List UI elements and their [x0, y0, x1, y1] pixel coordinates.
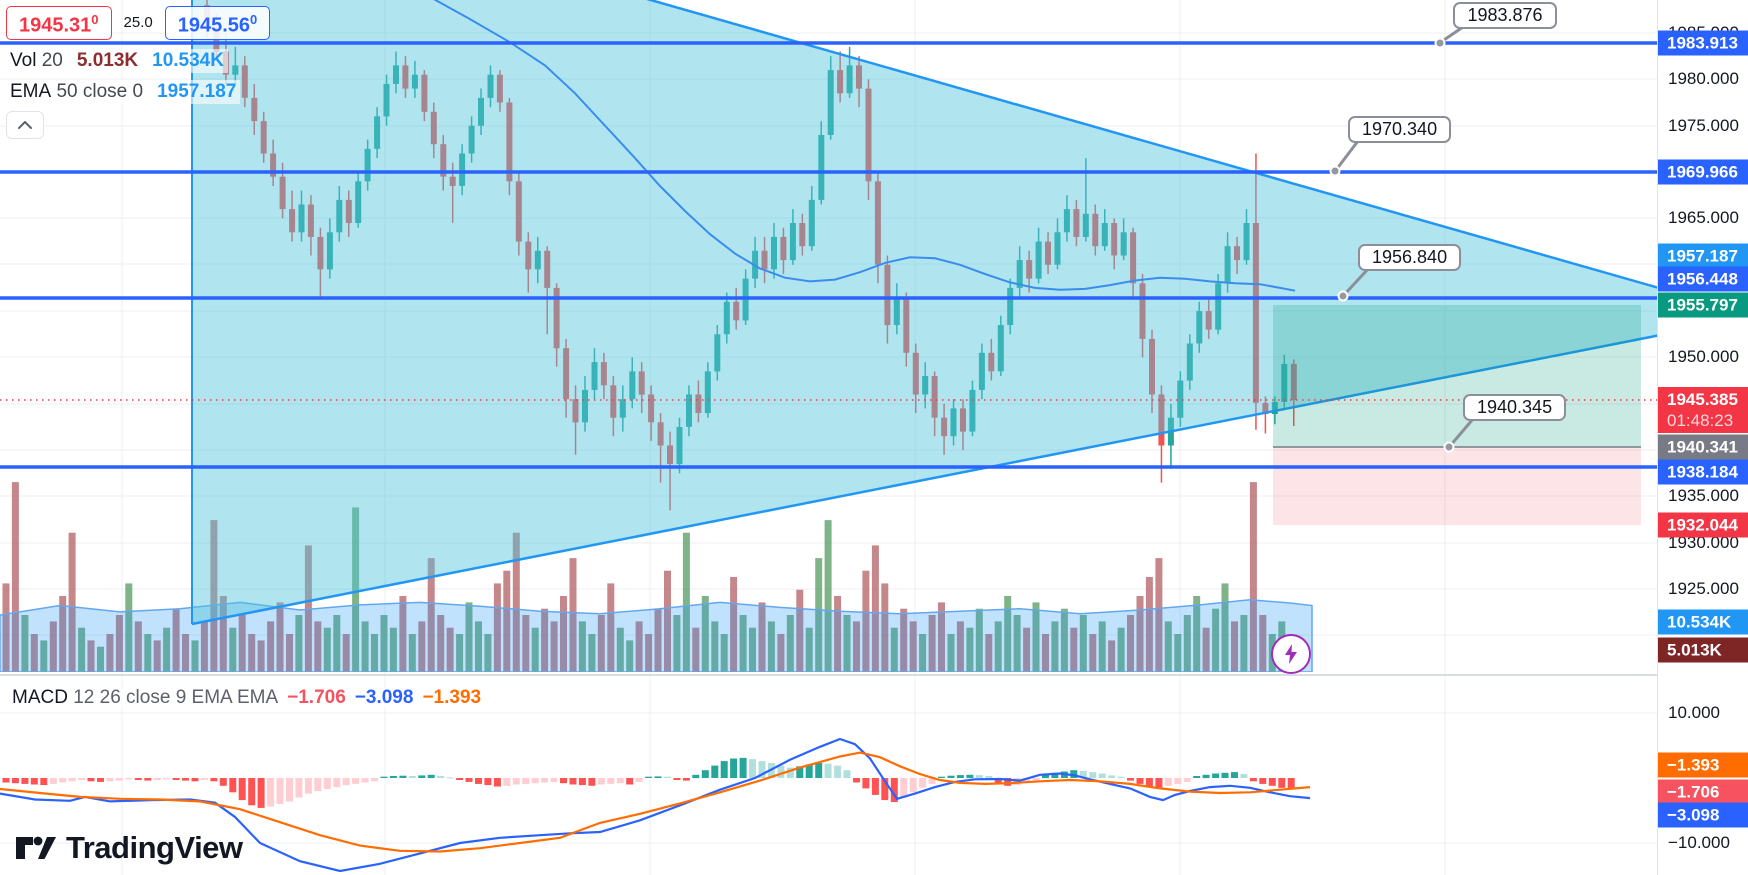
macd-signal-line: [0, 751, 1311, 853]
price-axis-label: 1940.341: [1658, 434, 1748, 460]
tradingview-logo-icon: [16, 836, 56, 859]
ema-indicator-title: EMA: [10, 80, 52, 102]
price-axis-label: −1.393: [1658, 752, 1748, 778]
horizontal-price-lines[interactable]: [0, 41, 1657, 469]
price-axis-label: 5.013K: [1658, 637, 1748, 663]
macd-signal-value: −1.393: [422, 687, 482, 708]
price-axis-tick: 1950.000: [1668, 347, 1739, 366]
tradingview-logo[interactable]: TradingView: [16, 830, 243, 866]
price-axis-tick: 1975.000: [1668, 116, 1739, 135]
chevron-up-icon: [18, 120, 32, 129]
volume-current-value: 5.013K: [76, 49, 139, 71]
legend: 1945.310 25.0 1945.560 Vol 20 5.013K 10.…: [6, 6, 271, 139]
macd-histogram: [2, 757, 1295, 808]
price-axis-tick: 1935.000: [1668, 486, 1739, 505]
long-position-tool[interactable]: [1273, 305, 1641, 525]
collapse-legend-button[interactable]: [6, 110, 44, 139]
price-axis-label: 10.534K: [1658, 609, 1748, 635]
price-axis-label: 1957.187: [1658, 243, 1748, 269]
price-axis-label: 1956.448: [1658, 266, 1748, 292]
volume-ma-value: 10.534K: [152, 49, 224, 71]
macd-indicator-legend[interactable]: MACD 12 26 close 9 EMA EMA −1.706 −3.098…: [12, 687, 482, 709]
sell-bid-button[interactable]: 1945.310: [6, 6, 112, 40]
price-axis-label: 1945.385 01:48:23: [1658, 387, 1748, 433]
price-axis-label: 1969.966: [1658, 159, 1748, 185]
callout-tails: [1329, 25, 1475, 453]
price-axis-tick: 1980.000: [1668, 69, 1739, 88]
macd-line: [0, 737, 1311, 873]
price-axis-label: −1.706: [1658, 779, 1748, 805]
volume-ma-area: [0, 599, 1313, 672]
ema50-line: [433, 0, 1296, 292]
volume-indicator-title: Vol: [10, 49, 37, 71]
price-axis-tick: 10.000: [1668, 703, 1720, 722]
ema-indicator-legend[interactable]: EMA 50 close 0 1957.187: [6, 79, 241, 104]
lightning-icon: [1285, 644, 1297, 664]
price-axis-tick: −10.000: [1668, 833, 1730, 852]
price-callout-label[interactable]: 1983.876: [1453, 2, 1557, 29]
price-axis-label: −3.098: [1658, 802, 1748, 828]
macd-title: MACD: [12, 687, 68, 708]
spread-label: 25.0: [123, 14, 153, 32]
price-axis[interactable]: 1985.0001980.0001975.0001965.0001950.000…: [1657, 0, 1748, 875]
volume-indicator-legend[interactable]: Vol 20 5.013K 10.534K: [6, 48, 228, 73]
price-callout-label[interactable]: 1970.340: [1348, 116, 1452, 143]
ema-value: 1957.187: [157, 80, 237, 102]
buy-ask-button[interactable]: 1945.560: [164, 6, 271, 40]
price-callout-label[interactable]: 1956.840: [1358, 244, 1462, 271]
price-axis-tick: 1930.000: [1668, 533, 1739, 552]
price-axis-tick: 1925.000: [1668, 579, 1739, 598]
tradingview-logo-text: TradingView: [66, 830, 243, 865]
macd-hist-value: −1.706: [287, 687, 346, 708]
price-axis-label: 1932.044: [1658, 512, 1748, 538]
macd-params: 12 26 close 9 EMA EMA: [73, 687, 279, 708]
volume-bars: [2, 482, 1295, 672]
price-axis-tick: 1965.000: [1668, 208, 1739, 227]
macd-line-value: −3.098: [354, 687, 414, 708]
price-axis-label: 1938.184: [1658, 459, 1748, 485]
price-axis-label: 1983.913: [1658, 30, 1748, 56]
price-callout-label[interactable]: 1940.345: [1463, 394, 1567, 421]
instant-order-button[interactable]: [1271, 634, 1311, 674]
price-axis-label: 1955.797: [1658, 292, 1748, 318]
